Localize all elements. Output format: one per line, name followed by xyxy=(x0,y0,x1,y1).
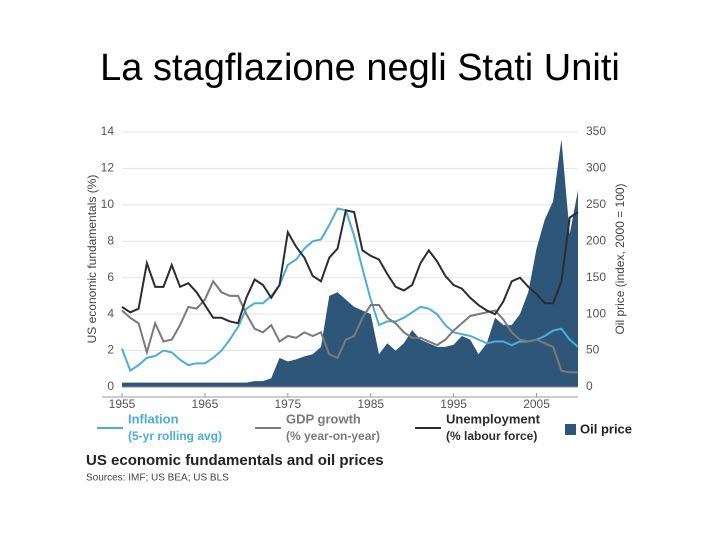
x-tick-label: 1995 xyxy=(440,397,467,411)
y2-tick-label: 0 xyxy=(586,379,593,393)
oil-area xyxy=(122,139,578,387)
y2-tick-label: 300 xyxy=(586,161,606,175)
legend-detail: (% labour force) xyxy=(446,429,537,443)
legend-swatch xyxy=(565,424,576,435)
chart-source: Sources: IMF; US BEA; US BLS xyxy=(86,473,229,484)
y-tick-label: 12 xyxy=(101,161,115,175)
y2-axis-label: Oil price (index, 2000 = 100) xyxy=(613,183,627,334)
chart-title: US economic fundamentals and oil prices xyxy=(86,452,384,469)
legend-detail: (% year-on-year) xyxy=(286,429,380,443)
legend-label: Oil price xyxy=(580,421,632,436)
y2-tick-label: 50 xyxy=(586,343,600,357)
y-axis-label: US economic fundamentals (%) xyxy=(85,175,99,344)
y-tick-label: 14 xyxy=(101,124,115,138)
x-tick-label: 1965 xyxy=(192,397,219,411)
legend-label: GDP growth xyxy=(286,411,361,426)
y-tick-label: 2 xyxy=(107,343,114,357)
y2-tick-label: 250 xyxy=(586,197,606,211)
series-line xyxy=(121,207,579,373)
series-line xyxy=(121,209,579,325)
legend-label: Inflation xyxy=(128,411,179,426)
y-tick-label: 6 xyxy=(107,270,114,284)
slide-title: La stagflazione negli Stati Uniti xyxy=(100,47,620,89)
y2-tick-label: 350 xyxy=(586,124,606,138)
x-tick-label: 2005 xyxy=(523,397,550,411)
x-tick-label: 1975 xyxy=(274,397,301,411)
y-tick-label: 10 xyxy=(101,197,115,211)
legend-detail: (5-yr rolling avg) xyxy=(128,429,222,443)
y-tick-label: 0 xyxy=(107,379,114,393)
y-tick-label: 8 xyxy=(107,233,114,247)
y2-tick-label: 200 xyxy=(586,233,606,247)
legend-label: Unemployment xyxy=(446,411,541,426)
y-tick-label: 4 xyxy=(107,306,114,320)
x-tick-label: 1955 xyxy=(109,397,136,411)
y2-tick-label: 100 xyxy=(586,306,606,320)
y2-tick-label: 150 xyxy=(586,270,606,284)
x-tick-label: 1985 xyxy=(357,397,384,411)
series-line xyxy=(121,279,578,374)
